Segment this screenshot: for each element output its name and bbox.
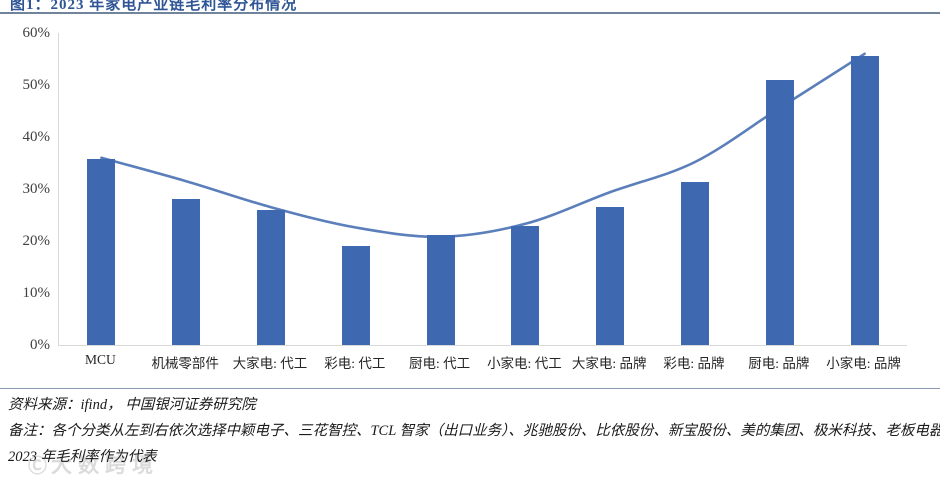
y-tick-label: 0% — [30, 337, 50, 353]
source-line: 资料来源：ifind， 中国银河证券研究院 — [8, 397, 256, 413]
x-label-MCU: MCU — [85, 352, 116, 367]
y-tick-label: 20% — [22, 233, 51, 249]
note-line-1: 备注：各个分类从左到右依次选择中颖电子、三花智控、TCL 智家（出口业务）、兆驰… — [8, 423, 940, 439]
bar-彩电: 代工 — [341, 246, 370, 345]
title-divider-rule — [0, 12, 940, 14]
y-tick-label: 10% — [22, 285, 51, 301]
x-label-大家电: 代工: 大家电: 代工 — [232, 356, 308, 371]
watermark: Ⓒ大数跨境 — [28, 449, 159, 478]
trend-line — [100, 52, 866, 239]
plot-area — [58, 33, 907, 346]
x-label-大家电: 品牌: 大家电: 品牌 — [571, 356, 647, 371]
x-label-小家电: 代工: 小家电: 代工 — [487, 356, 562, 371]
x-axis-labels: MCU 机械零部件 大家电: 代工 彩电: 代工 厨电: 代工 小家电: 代工 大家电: 品… — [58, 352, 906, 372]
bar-大家电: 品牌 — [596, 207, 625, 345]
x-label-厨电: 代工: 厨电: 代工 — [409, 356, 471, 371]
x-label-厨电: 品牌: 厨电: 品牌 — [748, 356, 810, 371]
y-tick-label: 40% — [22, 129, 51, 145]
x-label-彩电: 代工: 彩电: 代工 — [324, 356, 386, 371]
y-tick-label: 50% — [22, 77, 51, 93]
bar-厨电: 品牌 — [765, 79, 794, 345]
bar-厨电: 代工 — [426, 234, 455, 345]
y-tick-label: 60% — [22, 25, 51, 41]
x-label-机械零部件: 机械零部件 — [151, 356, 219, 371]
x-label-彩电: 品牌: 彩电: 品牌 — [663, 356, 725, 371]
y-tick-label: 30% — [22, 181, 51, 197]
bar-小家电: 代工 — [511, 226, 540, 345]
bar-机械零部件 — [172, 199, 201, 345]
bar-小家电: 品牌 — [850, 56, 879, 345]
x-label-小家电: 品牌: 小家电: 品牌 — [826, 356, 901, 371]
bar-彩电: 品牌 — [681, 182, 709, 345]
footer-divider-rule — [0, 388, 940, 389]
note-line-2: 2023 年毛利率作为代表 — [8, 449, 157, 465]
copyright-icon: Ⓒ — [28, 456, 50, 477]
figure-title: 图1：2023 年家电产业链毛利率分布情况 — [10, 0, 298, 13]
watermark-text: 大数跨境 — [51, 454, 160, 477]
bar-大家电: 代工 — [257, 209, 285, 345]
bar-MCU — [87, 158, 116, 345]
